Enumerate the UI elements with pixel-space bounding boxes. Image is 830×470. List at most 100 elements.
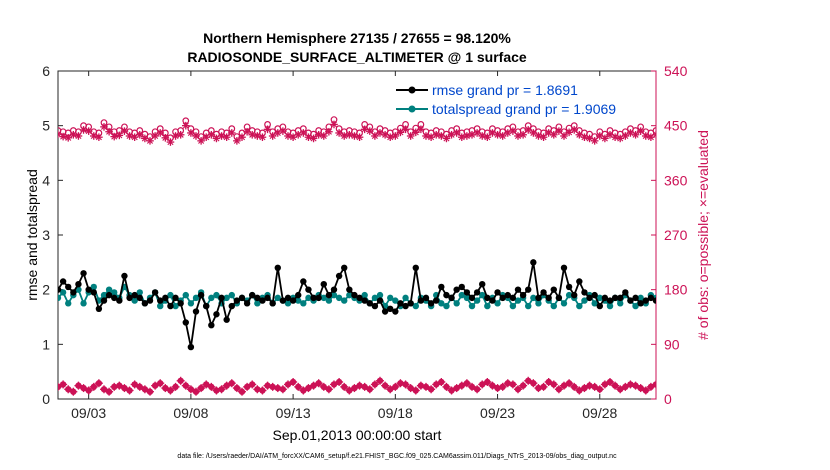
obs-low-point: [105, 387, 114, 396]
rmse-point: [519, 291, 527, 299]
rmse-point: [325, 291, 333, 299]
obs-low-point: [478, 380, 487, 389]
rmse-point: [289, 297, 297, 304]
rmse-point: [95, 305, 103, 312]
rmse-point: [586, 294, 593, 302]
obs-evaluated-point: [115, 131, 124, 140]
obs-evaluated-point: [192, 132, 200, 140]
totalspread-point: [617, 300, 624, 307]
obs-low-point: [186, 385, 195, 394]
rmse-point: [453, 286, 460, 293]
totalspread-point: [514, 297, 522, 304]
obs-low-point: [202, 380, 211, 389]
obs-low-point: [294, 382, 303, 391]
obs-low-point: [161, 384, 170, 393]
rmse-point: [157, 297, 164, 304]
rmse-point: [387, 305, 394, 312]
obs-low-point: [498, 382, 507, 391]
x-tick-label: 09/23: [480, 405, 515, 421]
obs-evaluated-point: [432, 130, 441, 139]
obs-evaluated-point: [396, 128, 405, 137]
totalspread-point: [157, 302, 164, 310]
obs-low-point: [69, 387, 78, 396]
obs-evaluated-point: [258, 133, 267, 142]
obs-low-point: [427, 385, 436, 394]
obs-low-point: [324, 385, 333, 394]
totalspread-point: [305, 294, 312, 302]
rmse-point: [397, 300, 404, 307]
obs-low-point: [319, 382, 328, 391]
right-tick-label: 270: [664, 227, 688, 243]
rmse-point: [111, 294, 118, 302]
totalspread-point: [484, 302, 491, 310]
obs-low-point: [248, 380, 257, 389]
totalspread-point: [591, 300, 598, 307]
rmse-point: [121, 272, 128, 280]
rmse-point: [376, 297, 384, 304]
totalspread-point: [346, 291, 353, 299]
rmse-point: [162, 294, 169, 302]
totalspread-point: [637, 294, 644, 302]
rmse-point: [463, 289, 471, 296]
obs-evaluated-point: [641, 132, 650, 140]
rmse-point: [525, 286, 532, 293]
totalspread-point: [136, 289, 143, 296]
legend-rmse-label: rmse grand pr = 1.8691: [432, 82, 578, 98]
rmse-point: [315, 294, 322, 302]
obs-evaluated-point: [125, 132, 134, 140]
rmse-point: [141, 300, 149, 307]
data-file-footnote: data file: /Users/raeder/DAI/ATM_forcXX/…: [177, 453, 617, 460]
obs-evaluated-point: [473, 129, 481, 137]
obs-evaluated-point: [64, 134, 73, 142]
rmse-point: [606, 297, 614, 304]
rmse-point: [448, 294, 455, 302]
obs-low-point: [386, 385, 395, 394]
totalspread-point: [59, 289, 67, 296]
rmse-point: [652, 297, 656, 304]
totalspread-point: [473, 297, 481, 304]
totalspread-point: [223, 294, 230, 302]
totalspread-point: [606, 302, 614, 310]
left-tick-label: 2: [42, 282, 50, 298]
obs-low-point: [529, 379, 538, 388]
rmse-point: [269, 300, 276, 307]
totalspread-point: [632, 302, 639, 310]
obs-evaluated-point: [176, 130, 185, 139]
x-tick-label: 09/28: [582, 405, 617, 421]
rmse-point: [627, 297, 634, 304]
obs-evaluated-point: [345, 130, 354, 139]
left-tick-label: 0: [42, 391, 50, 407]
obs-low-point: [641, 386, 650, 395]
obs-low-point: [227, 379, 236, 388]
obs-evaluated-point: [330, 120, 338, 129]
obs-low-point: [437, 377, 446, 386]
rmse-point: [254, 294, 261, 302]
obs-low-point: [130, 380, 139, 389]
obs-low-point: [616, 385, 625, 394]
rmse-point: [335, 272, 343, 280]
obs-low-point: [575, 386, 584, 395]
totalspread-point: [565, 291, 573, 299]
obs-low-point: [606, 377, 614, 386]
rmse-point: [555, 294, 563, 302]
obs-evaluated-point: [59, 132, 67, 141]
rmse-point: [213, 311, 220, 318]
obs-low-point: [238, 387, 246, 396]
rmse-point: [550, 286, 557, 293]
obs-low-point: [554, 385, 563, 394]
obs-evaluated-point: [590, 137, 599, 145]
obs-low-point: [462, 379, 471, 388]
obs-evaluated-point: [161, 134, 170, 142]
obs-low-point: [350, 384, 359, 393]
rmse-point: [540, 289, 547, 296]
obs-evaluated-point: [304, 133, 313, 142]
rmse-point: [177, 300, 184, 307]
x-axis-label: Sep.01,2013 00:00:00 start: [273, 427, 442, 443]
obs-evaluated-point: [514, 132, 522, 140]
obs-low-point: [79, 384, 88, 393]
obs-evaluated-point: [319, 132, 328, 140]
y-axis-label-right: # of obs: o=possible; ×=evaluated: [695, 130, 711, 340]
obs-evaluated-point: [120, 127, 129, 135]
obs-low-point: [590, 382, 599, 391]
rmse-point: [208, 322, 215, 329]
